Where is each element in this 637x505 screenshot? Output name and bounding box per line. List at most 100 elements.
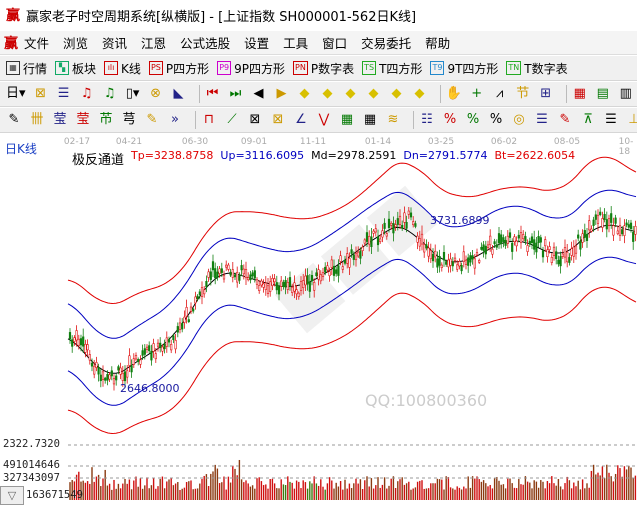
tool-icon[interactable]: ⏮ [206, 86, 219, 101]
tool-icon[interactable]: ▤ [596, 86, 609, 101]
toolbar-button-p9[interactable]: P9 9P四方形 [217, 60, 285, 77]
candle [286, 281, 289, 290]
tool-icon[interactable]: ▦ [363, 112, 377, 127]
tool-icon[interactable]: ✋ [445, 86, 462, 101]
tool-icon[interactable]: ⟋ [227, 112, 237, 127]
tool-icon[interactable]: + [471, 86, 483, 101]
volume-bar [150, 485, 153, 500]
tool-icon[interactable]: ▶ [276, 86, 287, 101]
volume-bar [337, 486, 340, 500]
tool-icon[interactable]: % [466, 112, 480, 127]
tool-icon[interactable]: ♫ [103, 86, 116, 101]
candle [552, 246, 556, 256]
menu-item[interactable]: 江恩 [141, 36, 167, 51]
candle [462, 251, 465, 262]
tool-icon[interactable]: ✎ [559, 112, 571, 127]
tool-icon[interactable]: ◎ [513, 112, 525, 127]
tool-icon[interactable]: ▥ [619, 86, 632, 101]
tool-icon[interactable]: % [489, 112, 503, 127]
tool-icon[interactable]: 莹 [53, 112, 67, 127]
tool-icon[interactable]: ▯▾ [125, 86, 140, 101]
menu-item[interactable]: 资讯 [102, 36, 128, 51]
tool-icon[interactable]: ⋁ [318, 112, 330, 127]
tool-icon[interactable]: ∠ [295, 112, 307, 127]
volume-bar [454, 489, 456, 500]
tool-icon[interactable]: ✎ [8, 112, 20, 127]
tool-icon[interactable]: ⩘ [496, 86, 504, 101]
candle [341, 266, 344, 270]
tool-icon[interactable]: ⊼ [583, 112, 593, 127]
volume-bar [579, 489, 582, 500]
candle [262, 283, 265, 288]
toolbar-label: 行情 [23, 61, 48, 76]
tool-icon[interactable]: » [171, 112, 179, 127]
candle [618, 225, 622, 236]
candle [174, 340, 177, 350]
tool-icon[interactable]: ◣ [173, 86, 184, 101]
tool-icon[interactable]: ☰ [605, 112, 617, 127]
tool-icon[interactable]: ✎ [146, 112, 158, 127]
tool-icon[interactable]: ☷ [421, 112, 433, 127]
toolbar-button-ts[interactable]: TS T四方形 [362, 60, 422, 77]
volume-bar [412, 488, 414, 500]
volume-label-3: 163671549 [26, 489, 83, 501]
tool-icon[interactable]: 莹 [76, 112, 90, 127]
tool-icon[interactable]: ⊗ [150, 86, 161, 101]
volume-bar [390, 478, 392, 500]
menu-item[interactable]: 公式选股 [180, 36, 231, 51]
tool-icon[interactable]: 节 [516, 86, 530, 101]
menu-item[interactable]: 文件 [24, 36, 50, 51]
volume-bar [108, 483, 111, 500]
tool-icon[interactable]: ⊞ [540, 86, 552, 101]
candle [106, 374, 109, 381]
tool-icon[interactable]: ▦ [573, 86, 586, 101]
tool-icon[interactable]: ◆ [345, 86, 356, 101]
tool-icon[interactable]: ⊠ [249, 112, 261, 127]
tool-icon[interactable]: 日▾ [6, 86, 26, 101]
toolbar-button-ps[interactable]: PS P四方形 [148, 60, 209, 77]
tool-icon[interactable]: ⊓ [203, 112, 215, 127]
menu-item[interactable]: 窗口 [322, 36, 348, 51]
volume-bar [476, 476, 478, 500]
volume-bar [174, 483, 177, 500]
toolbar-button-grid[interactable]: ▦ 行情 [6, 60, 47, 77]
candle [436, 258, 439, 268]
tool-icon[interactable]: ▦ [340, 112, 354, 127]
collapse-button[interactable]: ▽ [0, 486, 24, 505]
candle [601, 218, 604, 228]
tool-icon[interactable]: ◆ [391, 86, 402, 101]
tool-icon[interactable]: ☰ [57, 86, 70, 101]
tool-icon[interactable]: ≋ [387, 112, 399, 127]
tool-icon[interactable]: ◀ [253, 86, 264, 101]
toolbar-button-tn[interactable]: TN T数字表 [506, 60, 568, 77]
candle [324, 266, 327, 273]
tool-icon[interactable]: ◆ [414, 86, 425, 101]
candle [280, 280, 283, 287]
toolbar-button-blocks[interactable]: ▚ 板块 [55, 60, 96, 77]
toolbar-button-t9[interactable]: T9 9T四方形 [430, 60, 498, 77]
tool-icon[interactable]: 卌 [30, 112, 44, 127]
menu-item[interactable]: 浏览 [63, 36, 89, 51]
menu-item[interactable]: 工具 [283, 36, 309, 51]
tool-icon[interactable]: % [443, 112, 457, 127]
tool-icon[interactable]: ⊠ [272, 112, 284, 127]
tool-icon[interactable]: ◆ [299, 86, 310, 101]
tool-icon[interactable]: ♫ [80, 86, 93, 101]
tool-icon[interactable]: ◆ [368, 86, 379, 101]
tool-icon[interactable]: 芎 [122, 112, 136, 127]
toolbar-button-kline[interactable]: ılı K线 [104, 60, 141, 77]
menu-item[interactable]: 交易委托 [361, 36, 412, 51]
candle [145, 346, 149, 350]
kline-chart[interactable]: 02-17 04-21 06-30 09-01 11-11 01-14 03-25 06-02… [0, 134, 637, 505]
toolbar-button-pn[interactable]: PN P数字表 [293, 60, 354, 77]
tool-icon[interactable]: ⏭ [229, 86, 242, 101]
tool-icon[interactable]: ☰ [536, 112, 548, 127]
menu-item[interactable]: 帮助 [425, 36, 451, 51]
tool-icon[interactable]: ⊠ [35, 86, 46, 101]
menu-item[interactable]: 设置 [244, 36, 270, 51]
candle [308, 281, 311, 292]
tool-icon[interactable]: ⊥ [626, 112, 637, 128]
volume-bar [135, 476, 137, 500]
tool-icon[interactable]: 芇 [99, 112, 113, 127]
tool-icon[interactable]: ◆ [322, 86, 333, 101]
